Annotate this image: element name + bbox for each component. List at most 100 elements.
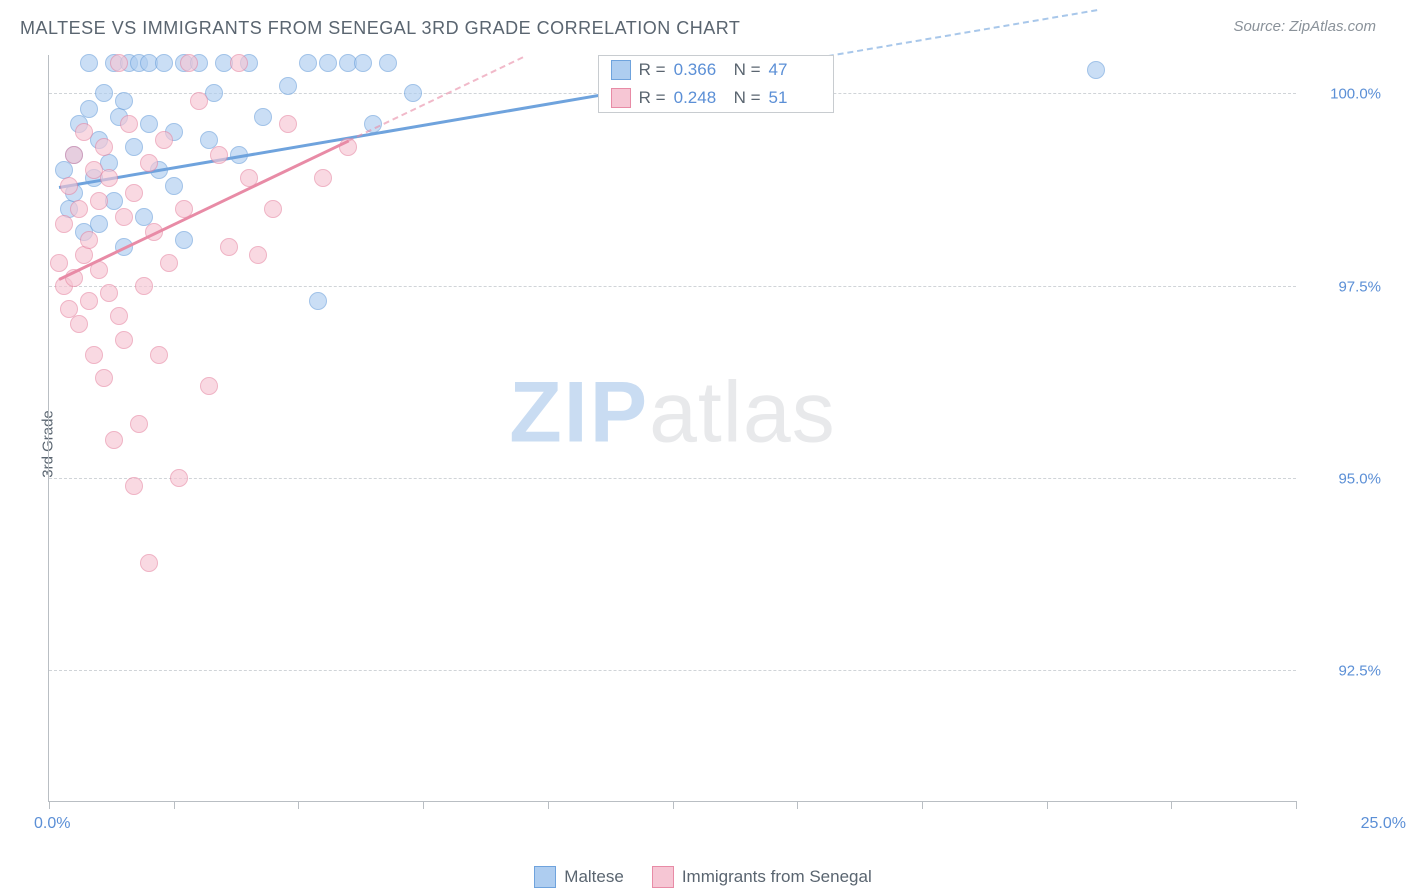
legend-label: Immigrants from Senegal: [682, 867, 872, 887]
x-max-label: 25.0%: [1361, 815, 1406, 833]
y-tick-label: 95.0%: [1338, 470, 1381, 487]
data-point: [125, 138, 143, 156]
data-point: [170, 469, 188, 487]
data-point: [379, 54, 397, 72]
data-point: [279, 115, 297, 133]
data-point: [210, 146, 228, 164]
series-swatch: [611, 60, 631, 80]
data-point: [160, 254, 178, 272]
y-tick-label: 100.0%: [1330, 86, 1381, 103]
data-point: [140, 554, 158, 572]
stat-n-value: 47: [769, 60, 821, 80]
data-point: [150, 346, 168, 364]
y-tick-label: 97.5%: [1338, 278, 1381, 295]
data-point: [230, 54, 248, 72]
data-point: [85, 346, 103, 364]
legend-label: Maltese: [564, 867, 624, 887]
stat-n-value: 51: [769, 88, 821, 108]
source-label: Source: ZipAtlas.com: [1233, 18, 1376, 35]
data-point: [254, 108, 272, 126]
watermark-atlas: atlas: [649, 365, 836, 461]
data-point: [55, 215, 73, 233]
stats-box: R =0.366N =47R =0.248N =51: [598, 55, 834, 113]
data-point: [100, 284, 118, 302]
data-point: [105, 431, 123, 449]
x-tick: [1047, 801, 1048, 809]
plot-area: ZIPatlas 100.0%97.5%95.0%92.5%0.0%25.0%R…: [48, 55, 1296, 802]
x-min-label: 0.0%: [34, 815, 70, 833]
data-point: [220, 238, 238, 256]
data-point: [279, 77, 297, 95]
legend-swatch: [652, 866, 674, 888]
x-tick: [797, 801, 798, 809]
x-tick: [423, 801, 424, 809]
legend: Maltese Immigrants from Senegal: [0, 866, 1406, 888]
data-point: [120, 115, 138, 133]
data-point: [75, 123, 93, 141]
stat-r-value: 0.366: [674, 60, 726, 80]
data-point: [309, 292, 327, 310]
data-point: [200, 377, 218, 395]
data-point: [140, 154, 158, 172]
data-point: [155, 54, 173, 72]
gridline: 97.5%: [49, 286, 1296, 287]
data-point: [50, 254, 68, 272]
stats-row: R = 0.366 N = 47: [599, 56, 833, 84]
watermark-zip: ZIP: [509, 365, 649, 461]
data-point: [190, 92, 208, 110]
chart-title: MALTESE VS IMMIGRANTS FROM SENEGAL 3RD G…: [20, 18, 740, 39]
data-point: [155, 131, 173, 149]
data-point: [75, 246, 93, 264]
data-point: [125, 477, 143, 495]
x-tick: [673, 801, 674, 809]
data-point: [299, 54, 317, 72]
data-point: [180, 54, 198, 72]
data-point: [110, 54, 128, 72]
data-point: [354, 54, 372, 72]
data-point: [95, 138, 113, 156]
x-tick: [1171, 801, 1172, 809]
data-point: [95, 84, 113, 102]
watermark: ZIPatlas: [509, 364, 835, 463]
data-point: [140, 115, 158, 133]
data-point: [80, 54, 98, 72]
y-tick-label: 92.5%: [1338, 663, 1381, 680]
data-point: [60, 177, 78, 195]
data-point: [110, 307, 128, 325]
data-point: [264, 200, 282, 218]
stats-row: R =0.248N =51: [599, 84, 833, 112]
x-tick: [298, 801, 299, 809]
stat-r-label: R =: [639, 60, 666, 80]
trend-line-dashed: [348, 56, 523, 141]
data-point: [115, 208, 133, 226]
x-tick: [922, 801, 923, 809]
data-point: [100, 169, 118, 187]
gridline: 95.0%: [49, 478, 1296, 479]
stat-n-label: N =: [734, 60, 761, 80]
data-point: [65, 146, 83, 164]
data-point: [404, 84, 422, 102]
legend-item: Immigrants from Senegal: [652, 866, 872, 888]
data-point: [70, 200, 88, 218]
data-point: [130, 415, 148, 433]
trend-line: [59, 90, 623, 189]
data-point: [249, 246, 267, 264]
data-point: [165, 177, 183, 195]
data-point: [175, 231, 193, 249]
data-point: [135, 277, 153, 295]
x-tick: [1296, 801, 1297, 809]
data-point: [115, 331, 133, 349]
gridline: 92.5%: [49, 670, 1296, 671]
data-point: [115, 92, 133, 110]
stat-n-label: N =: [734, 88, 761, 108]
legend-item: Maltese: [534, 866, 624, 888]
data-point: [80, 231, 98, 249]
data-point: [1087, 61, 1105, 79]
data-point: [95, 369, 113, 387]
data-point: [125, 184, 143, 202]
chart-container: 3rd Grade ZIPatlas 100.0%97.5%95.0%92.5%…: [48, 55, 1386, 832]
x-tick: [49, 801, 50, 809]
data-point: [319, 54, 337, 72]
data-point: [90, 192, 108, 210]
data-point: [70, 315, 88, 333]
